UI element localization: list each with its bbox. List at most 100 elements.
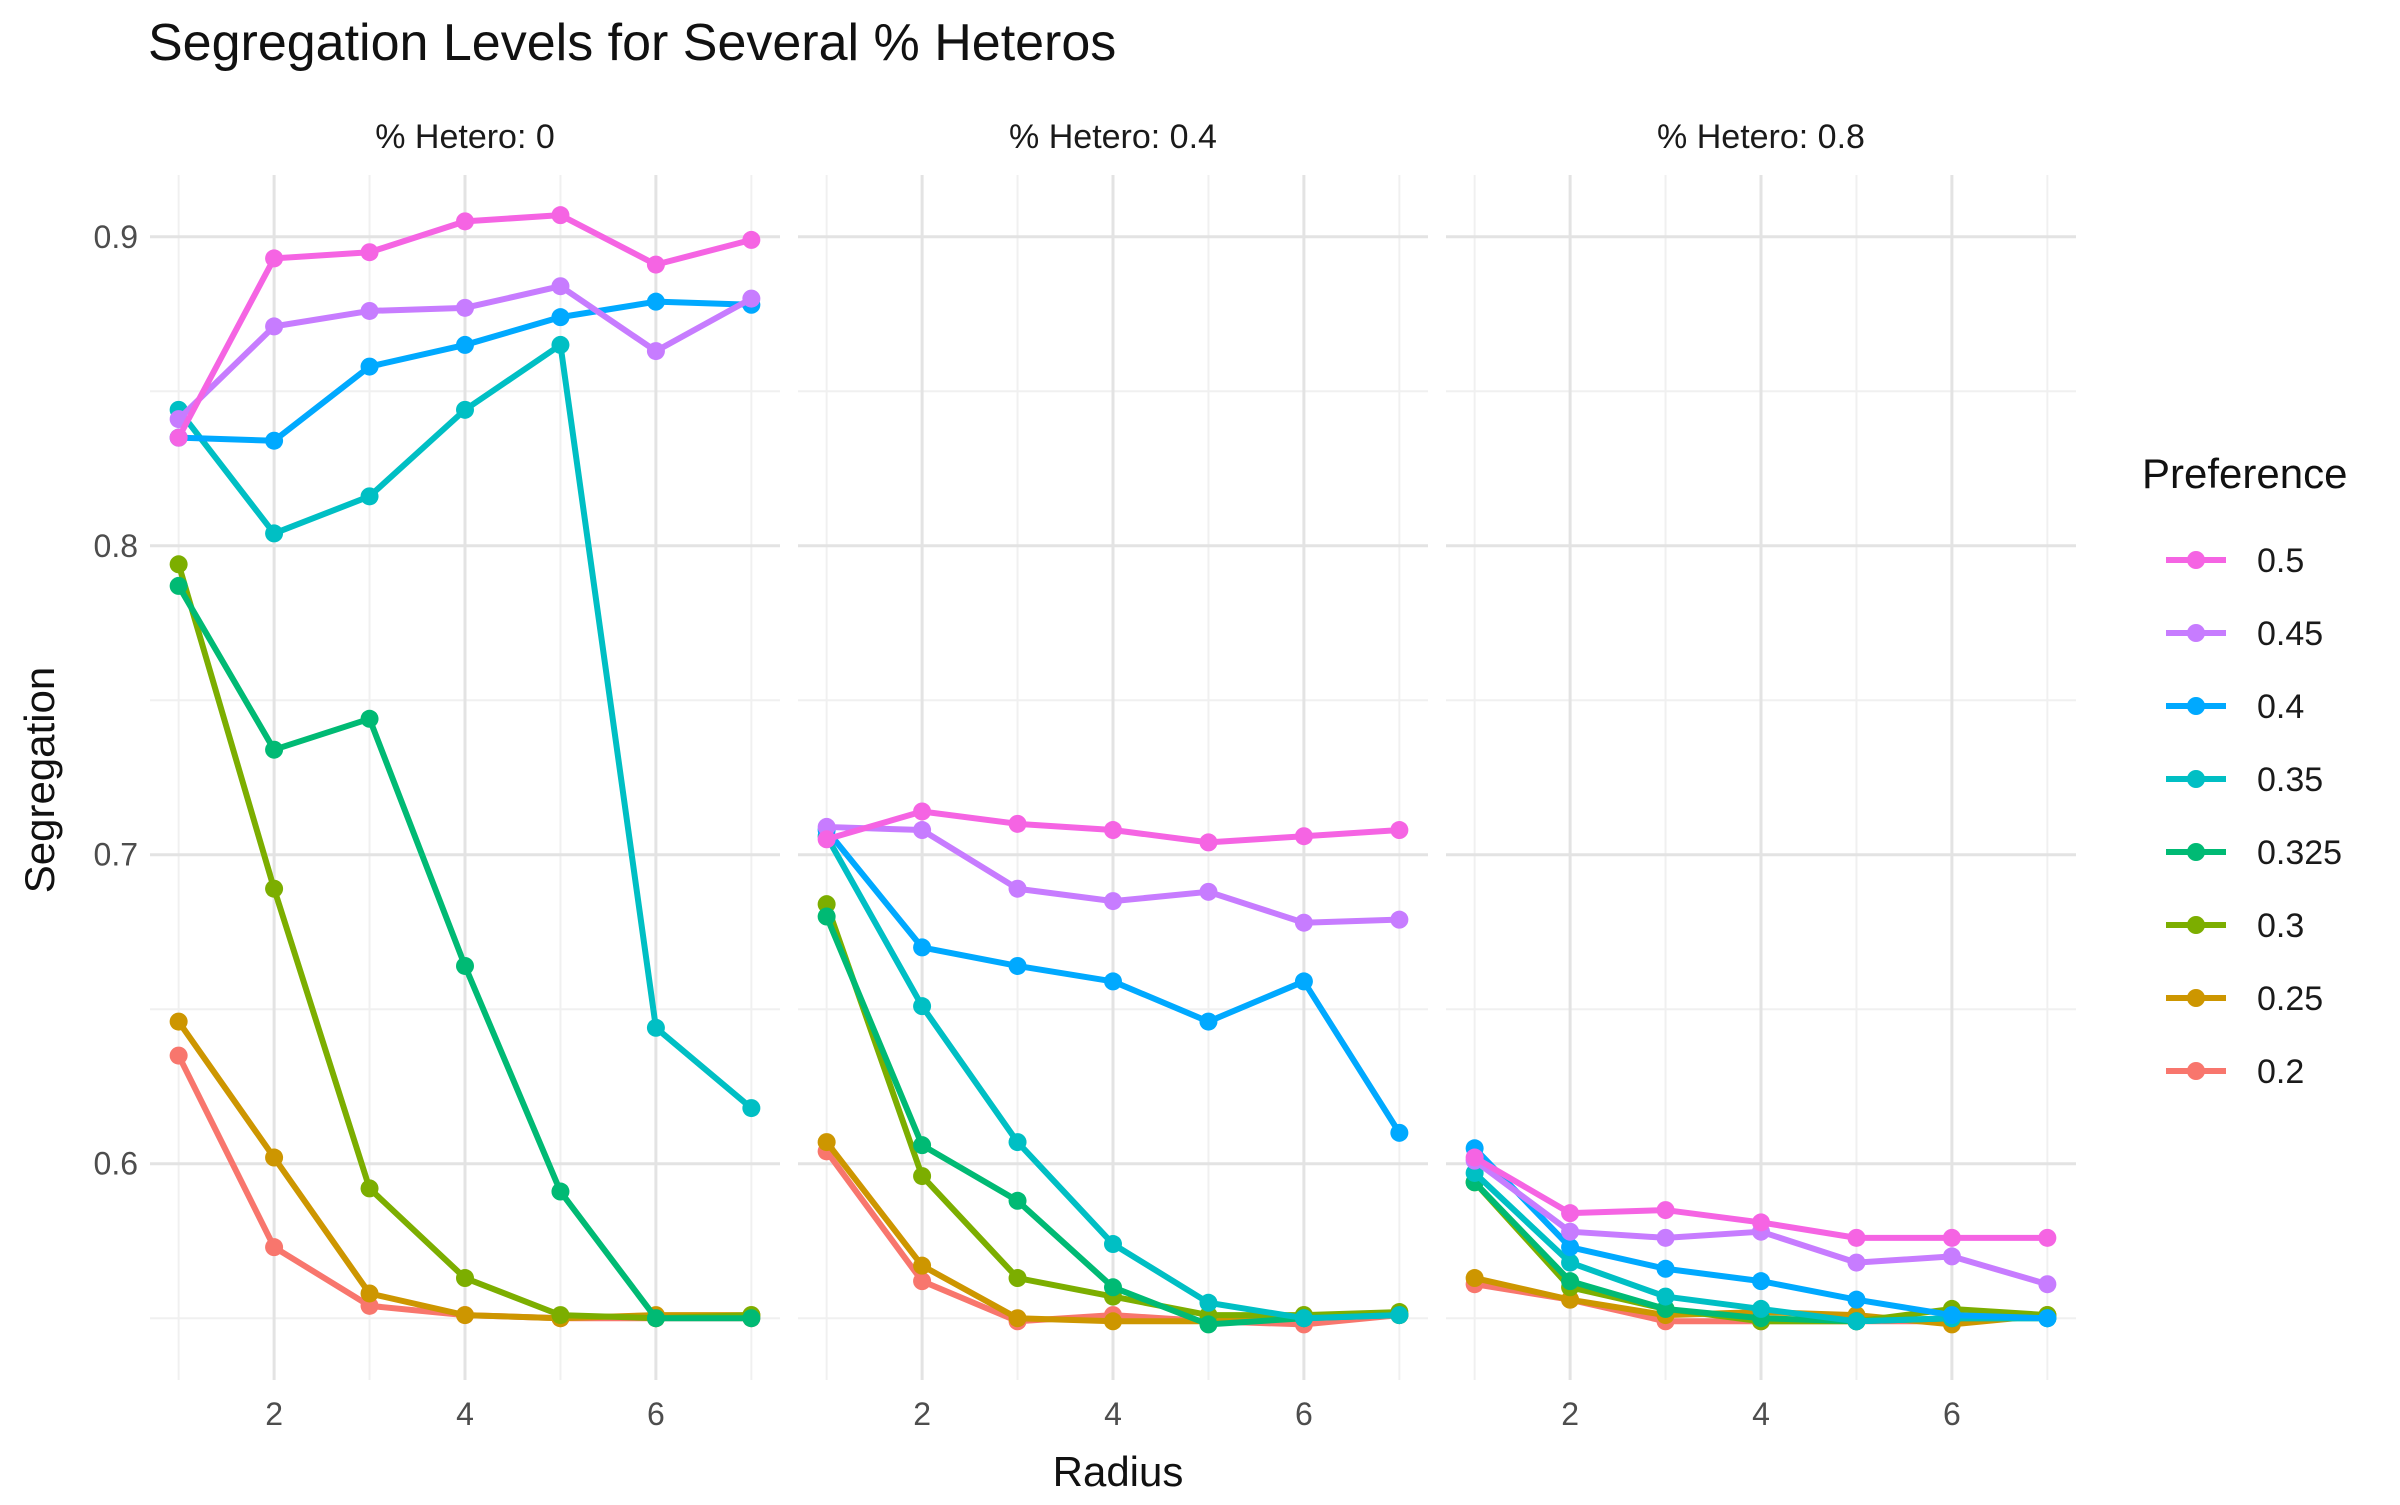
data-point — [817, 830, 836, 849]
data-point — [551, 277, 570, 296]
data-point — [1656, 1259, 1675, 1278]
legend-title: Preference — [2142, 450, 2347, 497]
data-point — [1008, 1191, 1027, 1210]
data-point — [1942, 1247, 1961, 1266]
panel-strip-label: % Hetero: 0 — [375, 118, 555, 156]
legend-key-point — [2187, 1062, 2205, 1080]
data-point — [1008, 1269, 1027, 1288]
data-point — [1008, 814, 1027, 833]
y-tick-label: 0.7 — [94, 837, 138, 873]
data-point — [646, 1018, 665, 1037]
y-tick-label: 0.9 — [94, 219, 138, 255]
data-point — [456, 298, 474, 317]
data-point — [1847, 1253, 1866, 1272]
data-point — [1104, 1278, 1122, 1297]
data-point — [265, 740, 284, 759]
data-point — [1465, 1148, 1484, 1167]
data-point — [913, 1167, 932, 1186]
legend-label: 0.25 — [2257, 980, 2323, 1018]
legend-label: 0.3 — [2257, 907, 2304, 945]
data-point — [1199, 882, 1218, 901]
x-tick-label: 2 — [265, 1396, 283, 1432]
data-point — [913, 821, 932, 840]
data-point — [646, 342, 665, 361]
data-point — [456, 212, 474, 231]
data-point — [913, 997, 932, 1016]
series-0-325 — [169, 576, 761, 1328]
data-point — [1847, 1312, 1866, 1331]
data-point — [1008, 1309, 1027, 1328]
data-point — [817, 907, 836, 926]
data-point — [1008, 879, 1027, 898]
data-point — [2038, 1228, 2057, 1247]
data-point — [742, 230, 761, 249]
data-point — [1199, 1012, 1218, 1031]
panel-2: % Hetero: 0.4 2 4 6 — [798, 118, 1428, 1432]
facet-panels: % Hetero: 0 2 4 6 0.6 0.7 0.8 0.9 % Hetero: 0.4 2… — [94, 118, 2076, 1432]
legend-key-point — [2187, 551, 2205, 569]
data-point — [1561, 1222, 1580, 1241]
x-tick-label: 6 — [647, 1396, 665, 1432]
data-point — [913, 938, 932, 957]
x-tick-label: 4 — [456, 1396, 474, 1432]
data-point — [360, 243, 379, 262]
series-0-5 — [169, 206, 761, 447]
data-point — [1656, 1287, 1675, 1306]
legend-label: 0.2 — [2257, 1053, 2304, 1091]
data-point — [360, 301, 379, 320]
y-axis-title: Segregation — [16, 667, 63, 894]
data-point — [456, 400, 474, 419]
data-point — [360, 487, 379, 506]
legend-item: 0.5 — [2166, 542, 2304, 580]
data-point — [817, 817, 836, 836]
legend-item: 0.325 — [2166, 834, 2342, 872]
legend-key-point — [2187, 843, 2205, 861]
data-point — [1561, 1253, 1580, 1272]
x-tick-label: 6 — [1943, 1396, 1961, 1432]
data-point — [169, 428, 188, 447]
data-point — [1008, 956, 1027, 975]
legend-item: 0.3 — [2166, 907, 2304, 945]
legend-label: 0.5 — [2257, 542, 2304, 580]
data-point — [646, 292, 665, 311]
data-point — [1199, 833, 1218, 852]
data-point — [1752, 1272, 1770, 1291]
legend-label: 0.4 — [2257, 688, 2304, 726]
data-point — [742, 1309, 761, 1328]
chart-title: Segregation Levels for Several % Heteros — [148, 14, 1116, 72]
data-point — [1656, 1228, 1675, 1247]
legend-key-point — [2187, 770, 2205, 788]
data-point — [1561, 1272, 1580, 1291]
legend-item: 0.25 — [2166, 980, 2323, 1018]
data-point — [551, 335, 570, 354]
data-point — [360, 357, 379, 376]
x-tick-label: 2 — [913, 1396, 931, 1432]
series-0-35 — [817, 827, 1409, 1328]
data-point — [2038, 1275, 2057, 1294]
series-0-45 — [1465, 1151, 2057, 1294]
data-point — [1561, 1290, 1580, 1309]
legend: 0.5 0.45 0.4 0.35 0.325 0.3 0.25 0.2 — [2166, 542, 2342, 1091]
legend-key-point — [2187, 624, 2205, 642]
data-point — [1561, 1204, 1580, 1223]
legend-label: 0.325 — [2257, 834, 2342, 872]
x-tick-label: 2 — [1561, 1396, 1579, 1432]
data-point — [1294, 913, 1313, 932]
data-point — [265, 249, 284, 268]
data-point — [169, 1046, 188, 1065]
series-0-45 — [169, 277, 761, 429]
data-point — [456, 1306, 474, 1325]
data-point — [265, 1238, 284, 1257]
data-point — [1199, 1293, 1218, 1312]
data-point — [360, 709, 379, 728]
data-point — [1294, 827, 1313, 846]
data-point — [1656, 1299, 1675, 1318]
series-0-35 — [169, 335, 761, 1118]
x-axis-title: Radius — [1053, 1448, 1184, 1495]
data-point — [456, 956, 474, 975]
data-point — [1390, 821, 1409, 840]
data-point — [1104, 821, 1122, 840]
data-point — [1752, 1213, 1770, 1232]
panel-1: % Hetero: 0 2 4 6 0.6 0.7 0.8 0.9 — [94, 118, 780, 1432]
data-point — [551, 206, 570, 225]
